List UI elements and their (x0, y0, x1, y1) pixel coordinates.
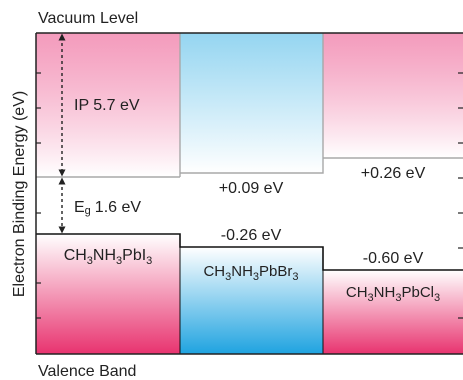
cb-region-pbcl3 (323, 33, 463, 158)
y-axis-ticks (36, 72, 463, 319)
formula-part: CH (346, 284, 368, 301)
vb-region-pbcl3 (323, 270, 463, 354)
pbbr3-cb-shift-label: +0.09 eV (219, 180, 284, 197)
cb-edges (36, 33, 463, 178)
vb-region-pbi3 (36, 234, 180, 354)
formula-part: CH (64, 247, 87, 264)
y-axis-label: Electron Binding Energy (eV) (11, 91, 28, 297)
formula-subscript: 3 (292, 271, 298, 283)
material-formula-pbcl3: CH3NH3PbCl3 (346, 284, 440, 304)
material-formula-pbi3: CH3NH3PbI3 (64, 247, 153, 267)
formula-part: NH (93, 247, 116, 264)
ip-label: IP 5.7 eV (74, 97, 140, 114)
eg-symbol: E (74, 199, 85, 216)
formula-subscript: 3 (434, 292, 440, 304)
eg-label: Eg 1.6 eV (74, 199, 141, 217)
formula-part: CH (203, 263, 225, 280)
formula-subscript: 3 (253, 271, 259, 283)
eg-subscript: g (85, 205, 91, 217)
formula-subscript: 3 (116, 255, 122, 267)
axes-frame (35, 32, 463, 355)
formula-subscript: 3 (146, 255, 152, 267)
formula-subscript: 3 (225, 271, 231, 283)
formula-part: PbBr (259, 263, 292, 280)
formula-part: PbI (122, 247, 146, 264)
valence-band-label: Valence Band (38, 363, 136, 380)
formula-part: PbCl (401, 284, 434, 301)
formula-part: NH (374, 284, 396, 301)
cb-region-pbbr3 (180, 33, 323, 173)
formula-subscript: 3 (87, 255, 93, 267)
material-formula-pbbr3: CH3NH3PbBr3 (203, 263, 298, 283)
vb-edge-line (36, 233, 463, 271)
pbcl3-vb-shift-label: -0.60 eV (363, 250, 424, 267)
pbbr3-vb-shift-label: -0.26 eV (221, 227, 282, 244)
formula-subscript: 3 (368, 292, 374, 304)
cb-edge-pbbr3 (179, 33, 324, 177)
vacuum-level-label: Vacuum Level (38, 10, 138, 27)
vb-region-dividers (179, 247, 324, 354)
eg-value: 1.6 eV (95, 199, 142, 216)
pbcl3-cb-shift-label: +0.26 eV (361, 165, 426, 182)
formula-subscript: 3 (395, 292, 401, 304)
formula-part: NH (231, 263, 253, 280)
vb-region-pbbr3 (180, 247, 323, 354)
